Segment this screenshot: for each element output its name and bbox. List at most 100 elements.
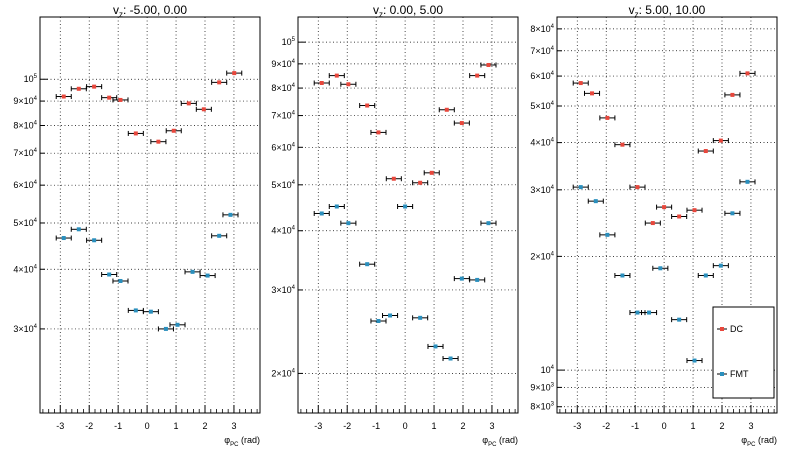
x-axis-label: φPC (rad) — [224, 435, 260, 448]
y-tick-label: 8×104 — [13, 121, 37, 131]
data-point — [605, 232, 610, 237]
plot-frame — [297, 16, 519, 414]
y-tick-label: 2×104 — [271, 368, 295, 378]
data-point — [620, 273, 625, 278]
x-tick-label: -3 — [56, 421, 64, 431]
x-tick-label: 3 — [231, 421, 236, 431]
y-tick-label: 7×104 — [271, 111, 295, 121]
y-tick-label: 105 — [24, 74, 38, 84]
data-point — [365, 103, 370, 108]
data-point — [92, 238, 97, 243]
legend-box — [712, 306, 775, 399]
y-tick-label: 5×104 — [530, 101, 554, 111]
legend-label-dc: DC — [730, 324, 743, 334]
data-point — [61, 236, 66, 241]
data-point — [403, 204, 408, 209]
x-tick-label: 1 — [174, 421, 179, 431]
series-fmt — [572, 179, 756, 364]
x-tick-label: 2 — [202, 421, 207, 431]
data-point — [156, 139, 161, 144]
data-point — [175, 322, 180, 327]
y-tick-label: 6×104 — [530, 71, 554, 81]
data-point — [76, 227, 81, 232]
data-point — [205, 273, 210, 278]
data-point — [703, 273, 708, 278]
data-point — [459, 121, 464, 126]
y-tick-label: 6×104 — [271, 142, 295, 152]
data-point — [163, 326, 168, 331]
x-tick-label: -2 — [602, 421, 610, 431]
x-tick-label: -2 — [85, 421, 93, 431]
data-point — [171, 128, 176, 133]
data-point — [201, 107, 206, 112]
data-point — [448, 356, 453, 361]
data-point — [662, 205, 667, 210]
data-point — [578, 185, 583, 190]
series-fmt — [313, 204, 497, 362]
data-point — [718, 138, 723, 143]
y-tick-label: 5×104 — [271, 180, 295, 190]
x-tick-label: -1 — [631, 421, 639, 431]
y-tick-label: 4×104 — [530, 138, 554, 148]
plot-frame — [39, 16, 261, 414]
data-point — [703, 149, 708, 154]
legend-marker-dc — [720, 327, 724, 331]
data-point — [730, 92, 735, 97]
x-tick-label: 1 — [432, 421, 437, 431]
data-point — [346, 82, 351, 87]
data-point — [635, 185, 640, 190]
data-point — [107, 95, 112, 100]
data-point — [475, 73, 480, 78]
data-point — [61, 94, 66, 99]
data-point — [186, 101, 191, 106]
data-point — [76, 86, 81, 91]
y-tick-label: 3×104 — [13, 324, 37, 334]
x-tick-label: -3 — [573, 421, 581, 431]
data-point — [217, 233, 222, 238]
x-tick-label: 2 — [460, 421, 465, 431]
x-tick-label: 1 — [691, 421, 696, 431]
x-tick-label: 2 — [719, 421, 724, 431]
y-tick-label: 8×104 — [271, 83, 295, 93]
y-tick-label: 8×104 — [530, 24, 554, 34]
y-tick-label: 2×104 — [530, 251, 554, 261]
data-point — [620, 142, 625, 147]
y-tick-label: 4×104 — [271, 226, 295, 236]
panel-title: vz: -5.00, 0.00 — [113, 3, 187, 19]
x-tick-label: -1 — [372, 421, 380, 431]
data-point — [590, 91, 595, 96]
x-axis-label: φPC (rad) — [482, 435, 518, 448]
y-tick-label: 9×104 — [271, 59, 295, 69]
x-tick-label: 3 — [489, 421, 494, 431]
panel-title: vz: 0.00, 5.00 — [373, 3, 443, 19]
y-tick-label: 3×104 — [271, 285, 295, 295]
data-point — [647, 310, 652, 315]
data-point — [677, 317, 682, 322]
data-point — [418, 315, 423, 320]
y-tick-label: 6×104 — [13, 180, 37, 190]
data-point — [635, 310, 640, 315]
y-tick-label: 8×103 — [530, 402, 554, 412]
data-point — [376, 130, 381, 135]
x-tick-label: 0 — [662, 421, 667, 431]
data-point — [232, 71, 237, 76]
data-point — [692, 358, 697, 363]
chart-panel-1: vz: -5.00, 0.00 -3 -2 -1 0 1 2 3 3×104 4×104 5×104… — [13, 3, 261, 448]
data-point — [650, 221, 655, 226]
data-point — [459, 276, 464, 281]
data-point — [228, 212, 233, 217]
series-dc — [572, 70, 756, 226]
data-point — [217, 80, 222, 85]
legend: DC FMT — [712, 306, 775, 399]
data-point — [148, 309, 153, 314]
data-point — [319, 80, 324, 85]
series-fmt — [55, 212, 239, 332]
data-point — [433, 344, 438, 349]
data-point — [118, 97, 123, 102]
data-point — [677, 214, 682, 219]
y-tick-label: 9×104 — [13, 96, 37, 106]
data-point — [745, 179, 750, 184]
data-point — [190, 269, 195, 274]
legend-label-fmt: FMT — [730, 369, 749, 379]
